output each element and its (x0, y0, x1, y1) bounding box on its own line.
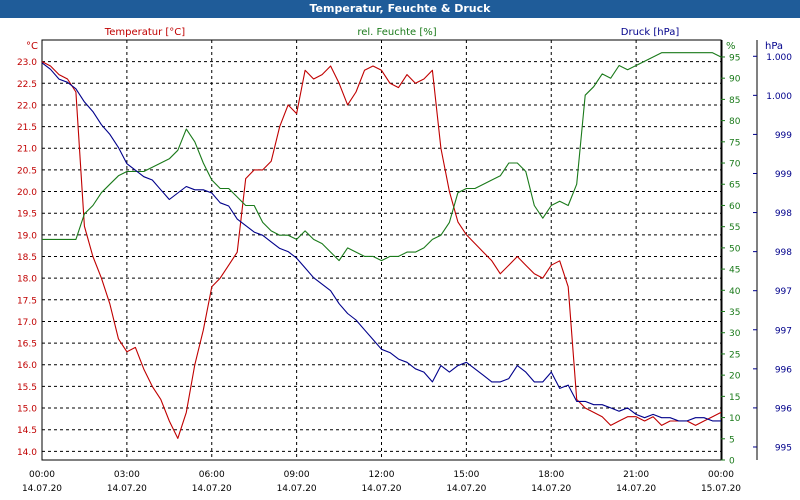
humidity-axis-title: rel. Feuchte [%] (357, 27, 436, 38)
pressure-tick-label: 996 (775, 404, 792, 414)
temperature-tick-label: 19.5 (17, 210, 37, 220)
temperature-tick-label: 21.5 (17, 123, 37, 133)
temperature-tick-label: 16.5 (17, 340, 37, 350)
temperature-tick-label: 21.0 (17, 145, 37, 155)
humidity-tick-label: 35 (729, 308, 740, 318)
temperature-tick-label: 17.5 (17, 296, 37, 306)
x-tick-date-label: 14.07.20 (361, 484, 401, 494)
humidity-tick-label: 40 (729, 287, 741, 297)
humidity-tick-label: 30 (729, 329, 741, 339)
humidity-tick-label: 80 (729, 117, 741, 127)
humidity-series-line (42, 52, 722, 262)
temperature-tick-label: 15.0 (17, 405, 37, 415)
humidity-tick-label: 0 (729, 457, 735, 467)
pressure-tick-label: 995 (775, 443, 792, 453)
humidity-tick-label: 55 (729, 223, 740, 233)
x-tick-time-label: 00:00 (29, 470, 55, 480)
x-tick-date-label: 14.07.20 (531, 484, 571, 494)
x-tick-time-label: 12:00 (369, 470, 395, 480)
humidity-unit-label: % (726, 41, 736, 52)
window-title-bar: Temperatur, Feuchte & Druck (0, 0, 800, 18)
humidity-tick-label: 15 (729, 393, 740, 403)
x-tick-time-label: 00:00 (708, 470, 734, 480)
temperature-tick-label: 17.0 (17, 318, 37, 328)
humidity-tick-label: 10 (729, 414, 741, 424)
humidity-tick-label: 45 (729, 266, 740, 276)
temperature-tick-label: 15.5 (17, 383, 37, 393)
x-tick-date-label: 14.07.20 (277, 484, 317, 494)
pressure-tick-label: 1.000 (766, 53, 792, 63)
pressure-series-line (41, 62, 721, 422)
humidity-tick-label: 95 (729, 53, 740, 63)
temperature-tick-label: 14.0 (17, 448, 37, 458)
temperature-tick-label: 20.0 (17, 188, 37, 198)
x-tick-time-label: 15:00 (453, 470, 479, 480)
pressure-tick-label: 999 (775, 170, 792, 180)
temperature-tick-label: 22.0 (17, 101, 37, 111)
temperature-tick-label: 18.0 (17, 275, 37, 285)
humidity-tick-label: 25 (729, 350, 740, 360)
climate-chart: Temperatur [°C] rel. Feuchte [%] Druck [… (17, 27, 792, 494)
pressure-tick-label: 997 (775, 287, 792, 297)
x-tick-time-label: 09:00 (284, 470, 310, 480)
temperature-unit-label: °C (26, 41, 38, 52)
series (41, 52, 722, 439)
temperature-tick-label: 16.0 (17, 361, 37, 371)
pressure-axis-title: Druck [hPa] (621, 27, 680, 38)
x-tick-time-label: 21:00 (623, 470, 649, 480)
pressure-tick-label: 997 (775, 326, 792, 336)
x-tick-time-label: 06:00 (199, 470, 225, 480)
x-tick-date-label: 14.07.20 (616, 484, 656, 494)
x-tick-time-label: 03:00 (114, 470, 140, 480)
humidity-tick-label: 5 (729, 435, 735, 445)
x-tick-date-label: 14.07.20 (446, 484, 486, 494)
window-title: Temperatur, Feuchte & Druck (309, 2, 491, 15)
x-tick-date-label: 15.07.20 (701, 484, 741, 494)
temperature-tick-label: 23.0 (17, 58, 37, 68)
pressure-tick-label: 1.000 (766, 92, 792, 102)
x-tick-time-label: 18:00 (538, 470, 564, 480)
temperature-series-line (41, 61, 722, 439)
temperature-axis-title: Temperatur [°C] (104, 27, 185, 38)
humidity-tick-label: 70 (729, 160, 741, 170)
pressure-tick-label: 998 (775, 209, 792, 219)
humidity-tick-label: 90 (729, 75, 741, 85)
temperature-tick-label: 19.0 (17, 231, 37, 241)
temperature-tick-label: 22.5 (17, 80, 37, 90)
x-tick-date-label: 14.07.20 (192, 484, 232, 494)
x-tick-date-label: 14.07.20 (22, 484, 62, 494)
temperature-tick-label: 18.5 (17, 253, 37, 263)
humidity-tick-label: 75 (729, 138, 740, 148)
temperature-tick-label: 14.5 (17, 426, 37, 436)
pressure-tick-label: 996 (775, 365, 792, 375)
pressure-unit-label: hPa (765, 41, 783, 52)
humidity-tick-label: 50 (729, 244, 741, 254)
axes: Temperatur [°C] rel. Feuchte [%] Druck [… (17, 27, 792, 494)
pressure-tick-label: 998 (775, 248, 792, 258)
humidity-tick-label: 60 (729, 202, 741, 212)
humidity-tick-label: 65 (729, 181, 740, 191)
x-tick-date-label: 14.07.20 (107, 484, 147, 494)
humidity-tick-label: 85 (729, 96, 740, 106)
grid (41, 39, 722, 461)
pressure-tick-label: 999 (775, 131, 792, 141)
temperature-tick-label: 20.5 (17, 166, 37, 176)
humidity-tick-label: 20 (729, 372, 741, 382)
